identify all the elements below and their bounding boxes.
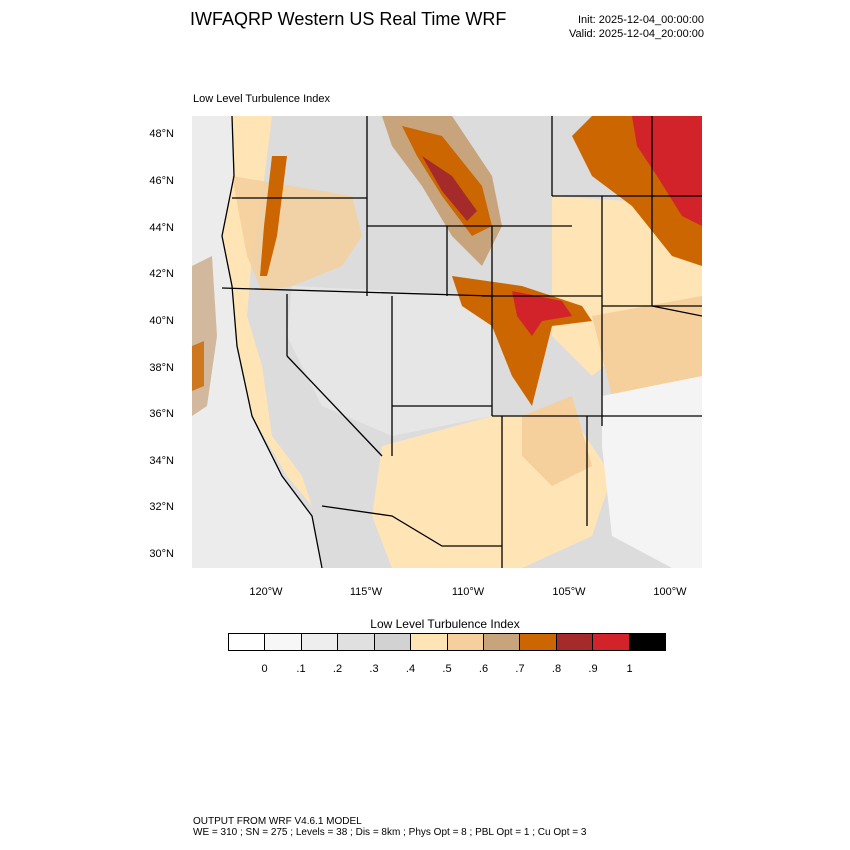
lat-label-32: 32°N [149,501,174,513]
colorbar-swatch [593,634,630,650]
lat-label-48: 48°N [149,128,174,140]
colorbar-tick-label: 1 [626,663,633,675]
front-range-peak [512,291,572,336]
ocean-patch-orange [192,341,204,391]
model-config: WE = 310 ; SN = 275 ; Levels = 38 ; Dis … [193,827,587,838]
colorbar-swatch [374,634,412,650]
cascade-crest [260,156,287,276]
colorbar-tick-label: 0 [261,663,268,675]
new-mexico-region [522,396,592,486]
model-info-footer: OUTPUT FROM WRF V4.6.1 MODEL WE = 310 ; … [193,816,586,838]
lat-label-44: 44°N [149,222,174,234]
great-basin [287,286,492,436]
colorbar [228,633,666,651]
lon-label-100: 100°W [653,586,687,598]
lon-label-120: 120°W [249,586,283,598]
colorbar-swatch [229,634,266,650]
colorbar-tick-label: .5 [442,663,452,675]
colorbar-swatch [411,634,448,650]
colorbar-tick-label: .3 [369,663,379,675]
northern-rockies-peak [422,156,477,221]
run-times: Init: 2025-12-04_00:00:00 Valid: 2025-12… [569,13,704,41]
colorbar-title: Low Level Turbulence Index [370,617,520,631]
lat-label-36: 36°N [149,408,174,420]
lon-label-110: 110°W [451,586,485,598]
valid-time: Valid: 2025-12-04_20:00:00 [569,28,704,40]
colorbar-swatch [447,634,484,650]
init-time: Init: 2025-12-04_00:00:00 [578,14,704,26]
lat-label-38: 38°N [149,362,174,374]
state-borders [221,116,702,568]
lat-label-46: 46°N [149,175,174,187]
colorbar-swatch [301,634,339,650]
colorbar-tick-label: .8 [551,663,562,675]
turbulence-map[interactable] [192,116,702,568]
lat-label-42: 42°N [149,268,174,280]
southern-plains-east [602,376,702,568]
model-version: OUTPUT FROM WRF V4.6.1 MODEL [193,816,362,827]
colorbar-tick-label: .7 [515,663,525,675]
lat-label-34: 34°N [149,455,174,467]
lon-label-105: 105°W [552,586,586,598]
colorbar-swatch [629,634,666,650]
colorbar-tick-label: .6 [478,663,489,675]
colorbar-swatch [483,634,521,650]
minnesota-border-peak [632,116,702,226]
lat-label-40: 40°N [149,315,174,327]
lat-label-30: 30°N [149,548,174,560]
map-svg [192,116,702,568]
colorbar-swatch [556,634,594,650]
colorbar-tick-label: .4 [405,663,416,675]
colorbar-swatch [265,634,302,650]
plot-title: IWFAQRP Western US Real Time WRF [190,9,507,29]
colorbar-tick-label: .1 [296,663,306,675]
colorbar-tick-label: .9 [588,663,598,675]
coastline [221,116,323,568]
ocean-area [192,116,322,568]
field-name: Low Level Turbulence Index [193,93,330,105]
colorbar-tick-label: .2 [332,663,343,675]
colorbar-swatch [338,634,375,650]
lon-label-115: 115°W [349,586,383,598]
colorbar-swatch [520,634,557,650]
